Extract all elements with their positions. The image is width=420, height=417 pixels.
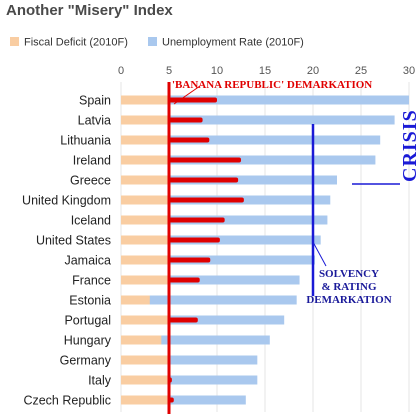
deficit-over-threshold-marker [169, 137, 210, 143]
deficit-over-threshold-marker [169, 277, 200, 283]
deficit-bar [121, 355, 169, 365]
solvency-label-line: SOLVENCY [319, 268, 379, 280]
deficit-bar [121, 155, 169, 165]
solvency-pointer-line [312, 241, 327, 267]
deficit-over-threshold-marker [169, 217, 225, 223]
deficit-bar [121, 315, 169, 325]
legend-label-1: Unemployment Rate (2010F) [162, 37, 304, 49]
deficit-over-threshold-marker [169, 197, 244, 203]
deficit-bar [121, 335, 162, 345]
deficit-over-threshold-marker [169, 177, 239, 183]
unemployment-bar [121, 255, 315, 265]
unemployment-bar [121, 395, 246, 405]
category-label: Greece [70, 174, 111, 188]
deficit-bar [121, 255, 169, 265]
chart-title: Another "Misery" Index [6, 2, 173, 19]
x-tick-label: 15 [259, 65, 271, 77]
deficit-bar [121, 275, 169, 285]
unemployment-bar [121, 315, 285, 325]
category-label: Iceland [71, 214, 111, 228]
deficit-bar [121, 215, 169, 225]
annotations: 'BANANA REPUBLIC' DEMARKATION CRISIS SOLVE… [172, 79, 420, 306]
category-label: United States [36, 234, 111, 248]
deficit-bar [121, 395, 169, 405]
category-label: Jamaica [64, 254, 111, 268]
x-tick-label: 5 [166, 65, 172, 77]
deficit-bar [121, 375, 169, 385]
legend-swatch-1 [148, 37, 157, 46]
deficit-over-threshold-marker [169, 117, 203, 123]
deficit-bar [121, 175, 169, 185]
category-label: Latvia [78, 114, 111, 128]
category-label: France [72, 274, 111, 288]
x-tick-label: 10 [211, 65, 223, 77]
x-tick-label: 25 [355, 65, 367, 77]
unemployment-bar [121, 295, 297, 305]
category-label: Italy [88, 374, 112, 388]
category-label: Lithuania [60, 134, 111, 148]
deficit-over-threshold-marker [169, 257, 211, 263]
unemployment-bar [121, 355, 258, 365]
x-tick-label: 0 [118, 65, 124, 77]
legend-swatch-0 [10, 37, 19, 46]
deficit-over-threshold-marker [169, 237, 220, 243]
category-labels: Spain Latvia Lithuania Ireland Greece United … [22, 94, 112, 408]
unemployment-bar [121, 275, 300, 285]
category-label: Germany [60, 354, 112, 368]
unemployment-bar [121, 115, 395, 125]
deficit-over-threshold-marker [169, 317, 198, 323]
category-label: Hungary [64, 334, 112, 348]
deficit-bar [121, 295, 150, 305]
unemployment-bar [121, 235, 321, 245]
category-label: Portugal [64, 314, 111, 328]
category-label: United Kingdom [22, 194, 111, 208]
deficit-bar [121, 195, 169, 205]
x-axis-ticks: 0 5 10 15 20 25 30 [118, 65, 415, 77]
unemployment-bar [121, 375, 258, 385]
unemployment-bar [121, 135, 381, 145]
reference-lines [167, 82, 315, 414]
deficit-over-threshold-marker [169, 157, 241, 163]
banana-republic-label: 'BANANA REPUBLIC' DEMARKATION [172, 79, 372, 91]
category-label: Czech Republic [23, 394, 111, 408]
legend-label-0: Fiscal Deficit (2010F) [24, 37, 128, 49]
deficit-bar [121, 135, 169, 145]
x-tick-label: 20 [307, 65, 319, 77]
deficit-bar [121, 95, 169, 105]
banana-pointer-line [173, 85, 201, 105]
crisis-label: CRISIS [399, 109, 420, 182]
legend: Fiscal Deficit (2010F) Unemployment Rate … [10, 37, 304, 49]
unemployment-bar [121, 155, 376, 165]
solvency-label-line: DEMARKATION [306, 294, 391, 306]
solvency-label-line: & RATING [321, 281, 377, 293]
deficit-over-threshold-marker [169, 97, 217, 103]
category-label: Estonia [69, 294, 111, 308]
deficit-bar [121, 235, 169, 245]
unemployment-bar [121, 335, 270, 345]
category-label: Spain [79, 94, 111, 108]
bars [121, 95, 409, 405]
x-tick-label: 30 [403, 65, 415, 77]
deficit-bar [121, 115, 169, 125]
unemployment-bar [121, 95, 409, 105]
category-label: Ireland [73, 154, 111, 168]
